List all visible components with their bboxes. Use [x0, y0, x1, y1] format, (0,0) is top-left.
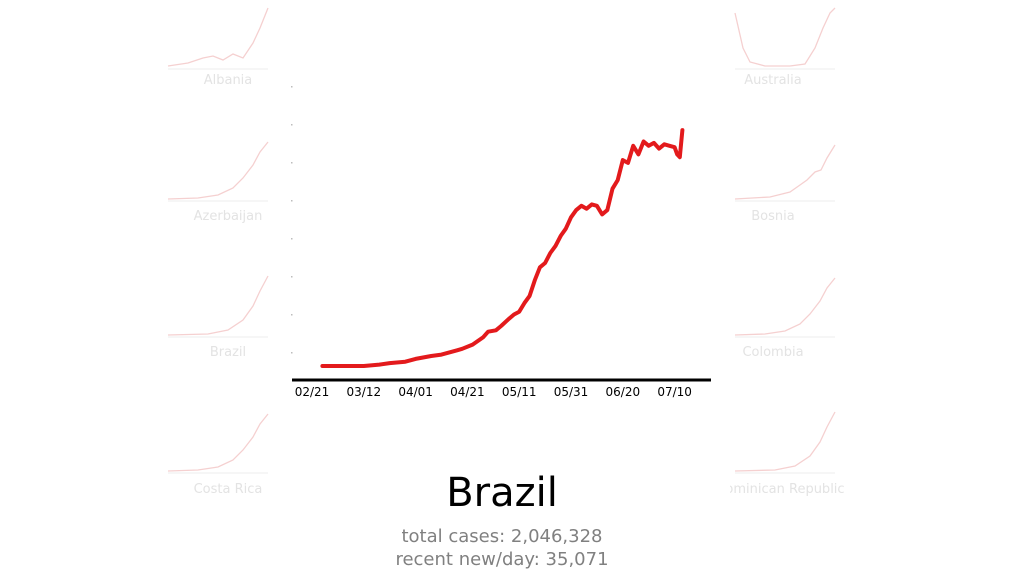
x-tick-label: 02/21 — [295, 385, 330, 399]
x-tick-label: 03/12 — [347, 385, 382, 399]
x-tick-label: 07/10 — [657, 385, 692, 399]
y-tick-mark — [291, 314, 293, 316]
bg-label-dominican-republic: Dominican Republic — [715, 482, 845, 497]
bg-sparkline — [734, 411, 836, 472]
bg-label-costa-rica: Costa Rica — [193, 482, 263, 497]
y-tick-mark — [291, 276, 293, 278]
bg-label-bosnia: Bosnia — [751, 209, 795, 224]
bg-label-colombia: Colombia — [742, 345, 804, 360]
bg-label-albania: Albania — [203, 73, 253, 88]
main-chart-panel: 02/21 03/12 04/01 04/21 05/11 05/31 06/20 07/10… — [280, 68, 730, 570]
y-tick-mark — [291, 200, 293, 202]
total-cases-text: total cases: 2,046,328 — [401, 526, 603, 547]
y-tick-mark — [291, 86, 293, 88]
series-line — [320, 128, 685, 368]
cases-line-chart: 02/21 03/12 04/01 04/21 05/11 05/31 06/20 07/10 — [291, 86, 711, 399]
bg-label-australia: Australia — [744, 73, 802, 88]
background-sparklines — [167, 7, 836, 474]
y-tick-mark — [291, 238, 293, 240]
y-tick-mark — [291, 352, 293, 354]
recent-new-per-day-text: recent new/day: 35,071 — [395, 549, 609, 570]
bg-sparkline — [167, 413, 269, 472]
y-tick-mark — [291, 162, 293, 164]
bg-label-azerbaijan: Azerbaijan — [193, 209, 263, 224]
x-tick-label: 06/20 — [606, 385, 641, 399]
bg-sparkline — [167, 141, 269, 200]
country-title: Brazil — [446, 470, 558, 516]
bg-sparkline — [734, 7, 836, 67]
x-tick-label: 05/11 — [502, 385, 537, 399]
bg-sparkline — [734, 144, 836, 200]
bg-sparkline — [167, 7, 269, 67]
x-tick-label: 04/21 — [450, 385, 485, 399]
y-tick-mark — [291, 124, 293, 126]
bg-sparkline — [734, 277, 836, 336]
bg-sparkline — [167, 275, 269, 336]
x-tick-label: 05/31 — [554, 385, 589, 399]
x-tick-label: 04/01 — [398, 385, 433, 399]
bg-label-brazil: Brazil — [209, 345, 247, 360]
